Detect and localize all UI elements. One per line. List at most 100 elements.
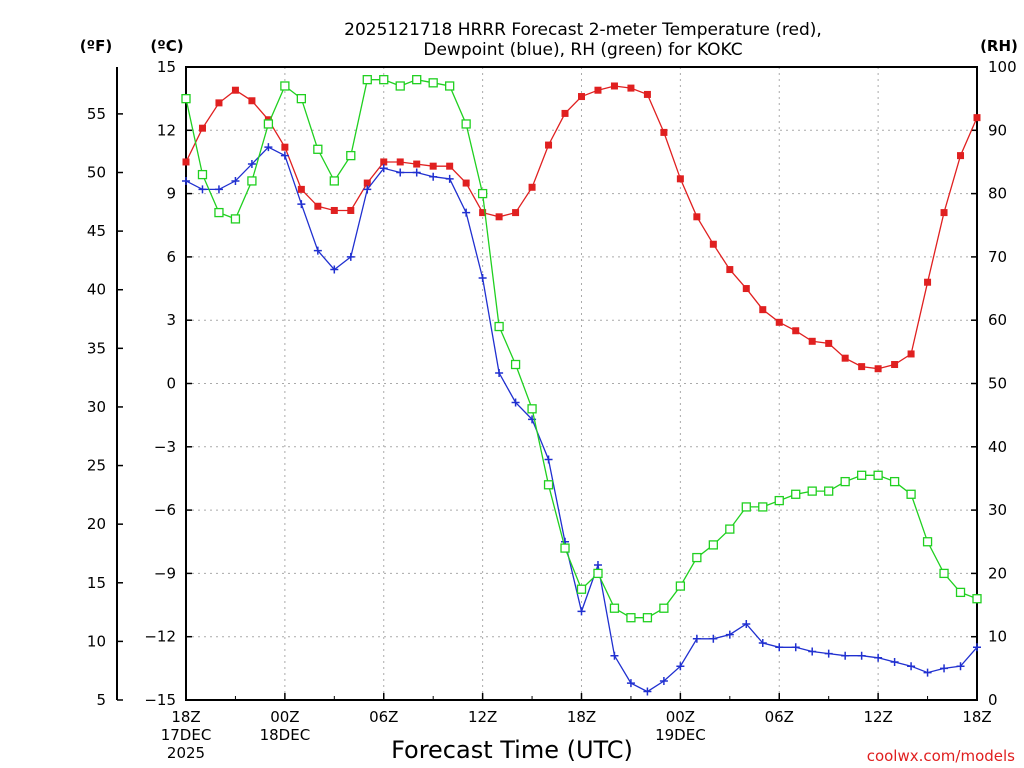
dewpoint-point [577,607,586,616]
dewpoint-series [182,143,981,696]
dewpoint-point [346,252,355,261]
dewpoint-point [198,185,207,194]
temperature-point [808,337,816,345]
rh-point [346,150,356,161]
rh-point [280,81,290,91]
dewpoint-point [874,653,883,662]
time-tick-label: 12Z [863,708,892,726]
temperature-point [610,82,618,90]
rh-point [692,552,702,563]
rh-series [181,75,982,623]
credit-text: coolwx.com/models [867,747,1015,765]
dewpoint-point [429,172,438,181]
rh-point [840,476,850,487]
temperature-point [347,206,355,214]
temperature-point [446,162,454,170]
rh-tick-label: 30 [988,501,1007,519]
temperature-point [215,99,223,107]
temperature-point [231,86,239,94]
dewpoint-point [692,634,701,643]
rh-point [824,486,834,496]
temperature-point [594,86,602,94]
rh-point [741,502,751,512]
fahrenheit-tick-label: 30 [87,398,106,416]
rh-point [296,94,307,104]
dewpoint-point [231,176,240,185]
fahrenheit-tick-label: 10 [87,632,106,650]
temperature-point [512,209,520,217]
fahrenheit-tick-label: 45 [87,222,106,240]
dewpoint-point [313,246,322,255]
rh-point [197,169,208,180]
temperature-point [759,306,767,314]
temperature-point [726,266,734,274]
rh-point [939,568,949,579]
temperature-point [907,350,915,358]
time-tick-label: 12Z [468,708,497,726]
celsius-tick-label: 6 [166,248,176,266]
rh-point [445,81,455,91]
dewpoint-point [495,368,504,377]
fahrenheit-unit-label: (ºF) [80,37,112,55]
temperature-point [858,363,866,371]
temperature-point [973,114,981,122]
dewpoint-point [462,208,471,217]
celsius-tick-label: −9 [154,564,176,582]
dewpoint-point [758,639,767,648]
fahrenheit-tick-label: 5 [96,691,106,709]
dewpoint-point [890,658,899,667]
temperature-point [841,354,849,362]
fahrenheit-tick-label: 20 [87,515,106,533]
temperature-point [709,240,717,248]
rh-point [873,470,883,480]
celsius-tick-label: 0 [166,375,176,393]
time-tick-label: 00Z [270,708,299,726]
rh-unit-label: (RH) [980,37,1018,55]
rh-tick-label: 100 [988,58,1017,76]
rh-point [675,581,686,591]
temperature-point [248,97,256,105]
celsius-tick-label: 9 [166,185,176,203]
rh-point [461,119,471,129]
rh-point [659,603,669,613]
temperature-point [742,285,750,293]
temperature-point [462,179,470,187]
dewpoint-point [659,677,668,686]
time-tick-label: 06Z [765,708,794,726]
rh-point [593,568,603,579]
rh-point [527,404,537,414]
rh-tick-label: 10 [988,628,1007,646]
x-axis-title: Forecast Time (UTC) [391,736,633,764]
celsius-unit-label: (ºC) [150,37,183,55]
rh-point [955,587,966,598]
time-tick-label: 18Z [171,708,200,726]
dewpoint-point [182,176,190,185]
grid-lines [186,67,977,700]
rh-point [477,188,488,199]
rh-point [576,584,587,594]
rh-axis: 0 10 20 30 40 50 60 70 80 90 100 [971,58,1017,709]
rh-tick-label: 40 [988,438,1007,456]
temperature-point [380,158,388,166]
dewpoint-point [511,398,520,407]
temperature-point [413,160,421,168]
rh-tick-label: 90 [988,121,1007,139]
fahrenheit-tick-label: 40 [87,281,106,299]
rh-tick-label: 70 [988,248,1007,266]
temperature-point [363,179,371,187]
temperature-series [182,82,981,373]
temperature-point [561,109,569,117]
dewpoint-point [940,664,949,673]
temperature-point [693,213,701,221]
rh-point [263,119,274,129]
temperature-point [874,365,882,373]
rh-point [856,470,867,480]
dewpoint-point [247,160,256,169]
rh-point [626,613,636,623]
rh-tick-label: 60 [988,311,1007,329]
time-tick-label: 2025 [167,744,205,762]
dewpoint-point [593,560,602,569]
dewpoint-point [643,687,652,696]
rh-point [609,603,620,613]
